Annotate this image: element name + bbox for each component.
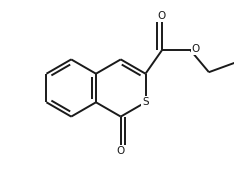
Text: O: O xyxy=(158,11,166,21)
Text: O: O xyxy=(117,146,125,156)
Text: S: S xyxy=(142,97,149,107)
Text: O: O xyxy=(192,44,200,54)
